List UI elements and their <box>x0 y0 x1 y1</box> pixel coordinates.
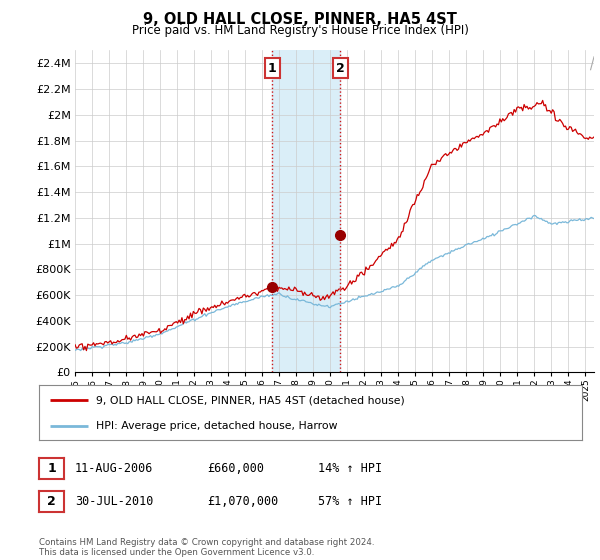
Text: £660,000: £660,000 <box>207 462 264 475</box>
Text: Price paid vs. HM Land Registry's House Price Index (HPI): Price paid vs. HM Land Registry's House … <box>131 24 469 36</box>
Text: HPI: Average price, detached house, Harrow: HPI: Average price, detached house, Harr… <box>96 421 338 431</box>
Text: 1: 1 <box>47 462 56 475</box>
Text: 2: 2 <box>47 494 56 508</box>
Text: 2: 2 <box>336 62 344 74</box>
Bar <box>272 50 340 372</box>
Text: 9, OLD HALL CLOSE, PINNER, HA5 4ST (detached house): 9, OLD HALL CLOSE, PINNER, HA5 4ST (deta… <box>96 395 405 405</box>
Text: 11-AUG-2006: 11-AUG-2006 <box>75 462 154 475</box>
Text: Contains HM Land Registry data © Crown copyright and database right 2024.
This d: Contains HM Land Registry data © Crown c… <box>39 538 374 557</box>
Text: £1,070,000: £1,070,000 <box>207 494 278 508</box>
Text: 14% ↑ HPI: 14% ↑ HPI <box>318 462 382 475</box>
Text: 9, OLD HALL CLOSE, PINNER, HA5 4ST: 9, OLD HALL CLOSE, PINNER, HA5 4ST <box>143 12 457 27</box>
Text: 30-JUL-2010: 30-JUL-2010 <box>75 494 154 508</box>
Text: 1: 1 <box>268 62 277 74</box>
Text: 57% ↑ HPI: 57% ↑ HPI <box>318 494 382 508</box>
